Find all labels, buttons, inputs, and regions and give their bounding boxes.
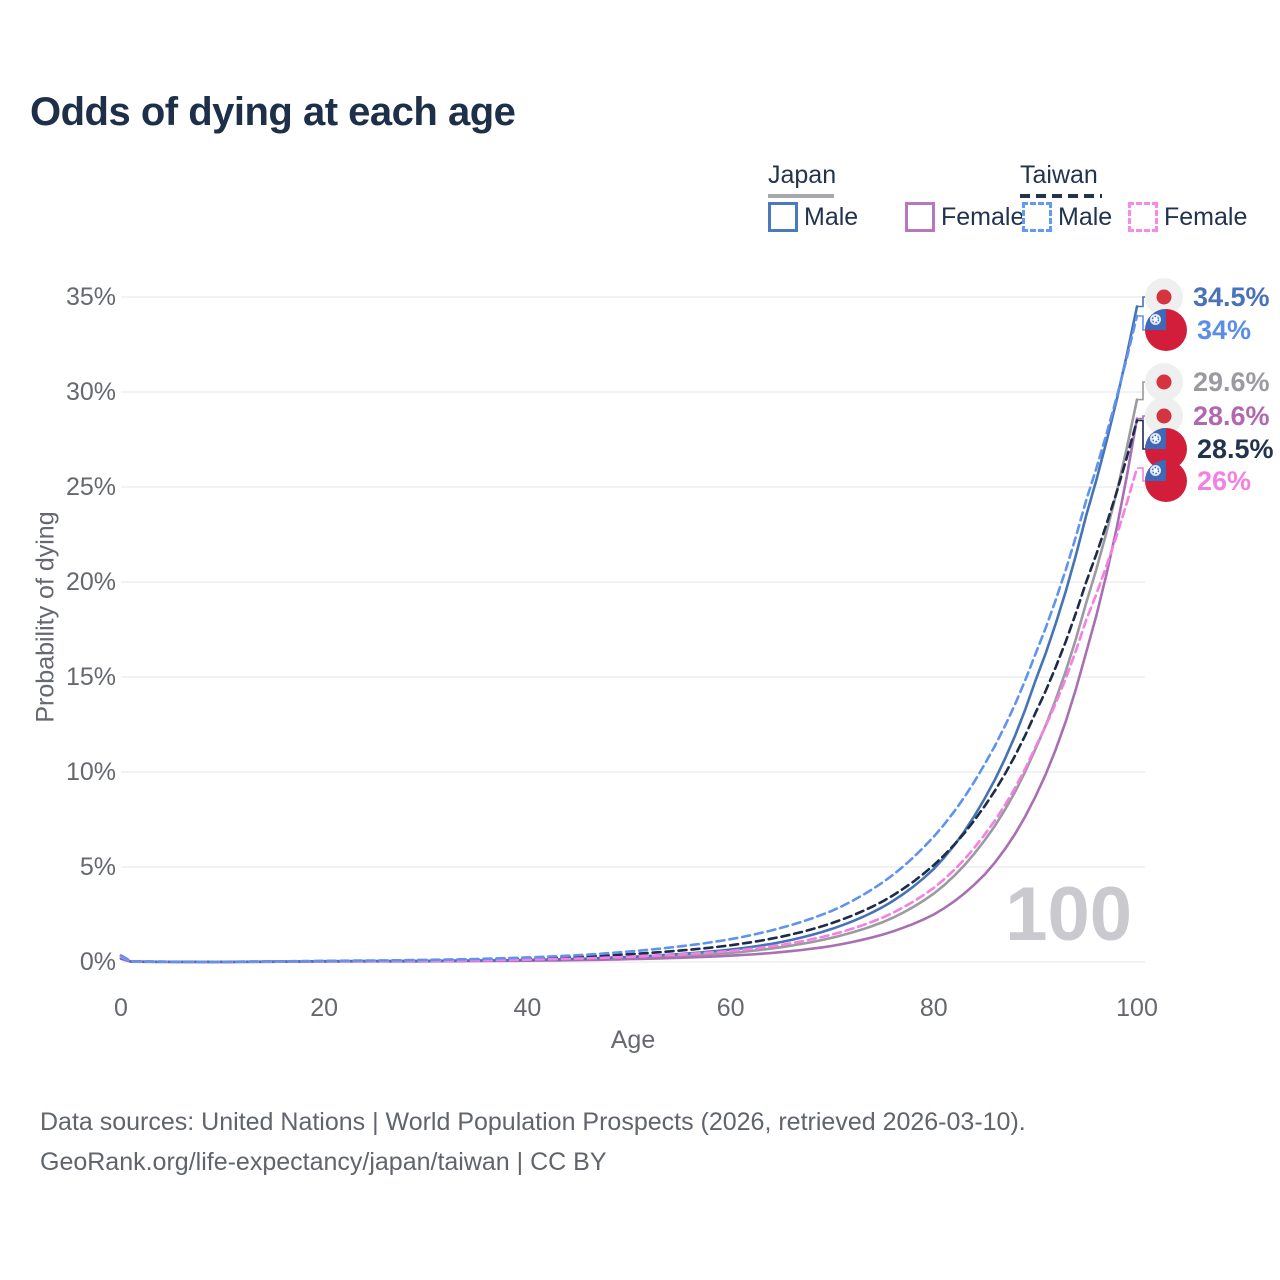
end-label-japan-female: 28.6% — [1144, 393, 1270, 439]
legend-japan-male-label: Male — [804, 202, 859, 231]
series-line-japan-both — [119, 398, 1139, 964]
legend-taiwan-header: Taiwan — [1020, 161, 1098, 189]
taiwan-male-swatch-icon — [1022, 202, 1052, 232]
end-label-value: 28.6% — [1193, 400, 1270, 431]
x-axis-title: Age — [610, 1026, 656, 1054]
series-line-taiwan-both — [119, 419, 1139, 964]
japan-flag-icon — [1145, 363, 1183, 401]
y-tick-15: 15% — [65, 663, 116, 691]
taiwan-flag-icon — [1145, 309, 1187, 351]
japan-flag-icon — [1145, 397, 1183, 435]
gridlines — [121, 296, 1145, 963]
series-line-japan-male — [119, 305, 1139, 964]
taiwan-flag-icon — [1145, 460, 1187, 502]
end-label-taiwan-male: 34% — [1144, 307, 1251, 353]
x-tick-80: 80 — [919, 994, 948, 1022]
series-line-taiwan-male — [119, 314, 1139, 964]
end-label-value: 34.5% — [1193, 281, 1270, 312]
legend-taiwan-male-label: Male — [1058, 202, 1113, 231]
legend-group-japan: Japan — [768, 161, 836, 198]
legend-japan-header: Japan — [768, 161, 837, 189]
y-tick-25: 25% — [65, 473, 116, 501]
legend-japan-female-label: Female — [941, 202, 1025, 231]
end-label-japan-both: 29.6% — [1144, 359, 1270, 405]
x-tick-60: 60 — [716, 994, 745, 1022]
legend-japan-linestyle-sample — [768, 194, 834, 198]
footer-data-sources: Data sources: United Nations | World Pop… — [40, 1108, 1026, 1136]
legend-group-taiwan: Taiwan — [1020, 161, 1102, 198]
x-tick-20: 20 — [310, 994, 339, 1022]
end-label-value: 28.5% — [1197, 433, 1274, 464]
y-tick-20: 20% — [65, 568, 116, 596]
legend-taiwan-female-label: Female — [1164, 202, 1248, 231]
japan-male-swatch-icon — [768, 202, 798, 232]
x-tick-0: 0 — [114, 994, 128, 1022]
series-line-japan-female — [119, 417, 1139, 964]
legend-item-taiwan-female[interactable]: Female — [1128, 202, 1247, 232]
japan-flag-icon — [1145, 278, 1183, 316]
legend-item-japan-female[interactable]: Female — [905, 202, 1024, 232]
x-tick-40: 40 — [513, 994, 542, 1022]
taiwan-flag-icon — [1145, 428, 1187, 470]
legend-item-taiwan-male[interactable]: Male — [1022, 202, 1112, 232]
y-tick-30: 30% — [65, 378, 116, 406]
x-tick-100: 100 — [1116, 994, 1158, 1022]
plot-area — [119, 296, 1152, 964]
end-label-value: 26% — [1197, 465, 1252, 496]
end-label-value: 34% — [1197, 314, 1252, 345]
y-tick-0: 0% — [79, 948, 116, 976]
footer: Data sources: United Nations | World Pop… — [40, 1102, 1026, 1182]
watermark-age-100: 100 — [1005, 872, 1132, 957]
y-tick-5: 5% — [79, 853, 116, 881]
taiwan-female-swatch-icon — [1128, 202, 1158, 232]
legend-item-japan-male[interactable]: Male — [768, 202, 858, 232]
series-line-taiwan-female — [119, 466, 1139, 964]
end-label-taiwan-female: 26% — [1144, 458, 1251, 504]
end-label-value: 29.6% — [1193, 366, 1270, 397]
page-title: Odds of dying at each age — [30, 90, 516, 134]
footer-attribution: GeoRank.org/life-expectancy/japan/taiwan… — [40, 1148, 607, 1176]
end-label-taiwan-both: 28.5% — [1144, 426, 1274, 472]
end-label-japan-male: 34.5% — [1144, 274, 1270, 320]
y-tick-10: 10% — [65, 758, 116, 786]
japan-female-swatch-icon — [905, 202, 935, 232]
y-tick-35: 35% — [65, 283, 116, 311]
legend-taiwan-linestyle-sample — [1020, 194, 1102, 198]
